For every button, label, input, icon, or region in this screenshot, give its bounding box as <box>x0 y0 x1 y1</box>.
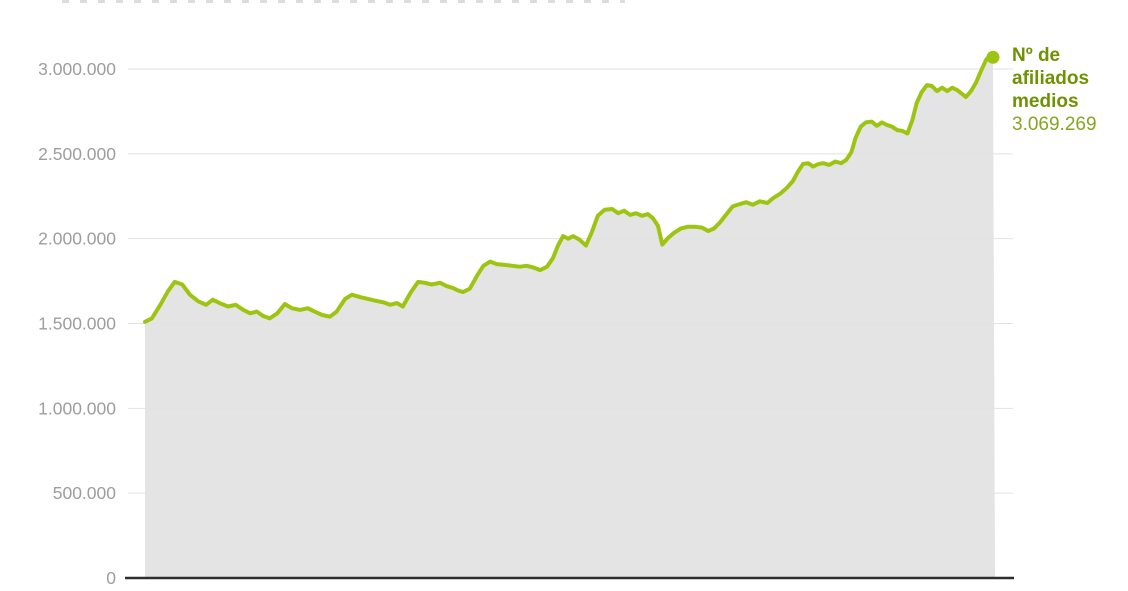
y-axis-tick-label: 2.500.000 <box>38 144 116 164</box>
y-axis-tick-label: 2.000.000 <box>38 229 116 249</box>
series-label-line: medios <box>1012 91 1079 112</box>
y-axis-tick-label: 3.000.000 <box>38 59 116 79</box>
y-axis-tick-label: 500.000 <box>53 483 117 503</box>
y-axis-tick-label: 0 <box>106 568 116 588</box>
clipped-title-remnant <box>62 0 625 3</box>
series-end-marker <box>986 50 1000 64</box>
series-last-value: 3.069.269 <box>1012 114 1097 135</box>
series-label-line: Nº de <box>1012 45 1061 66</box>
series-annotation: Nº de afiliados medios 3.069.269 <box>1012 44 1124 136</box>
series-label-line: afiliados <box>1012 68 1090 89</box>
area-fill <box>145 54 995 579</box>
series-line <box>143 52 995 324</box>
y-axis-tick-label: 1.500.000 <box>38 314 116 334</box>
y-axis-tick-label: 1.000.000 <box>38 398 116 418</box>
